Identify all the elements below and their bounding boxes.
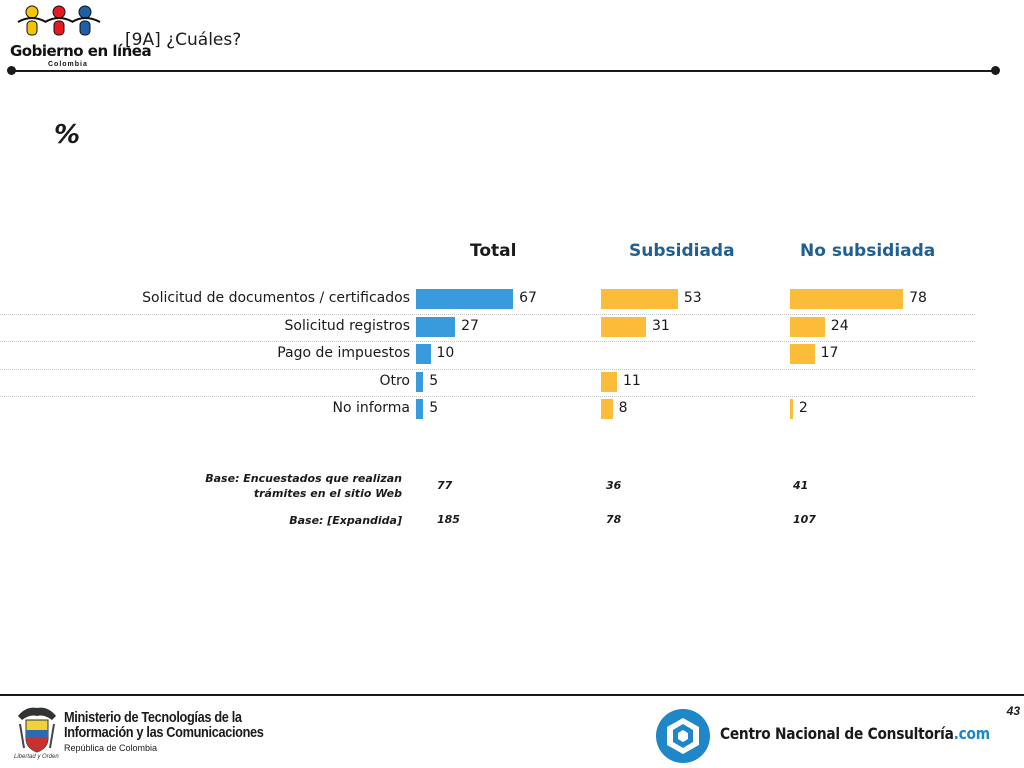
bar	[790, 344, 815, 364]
bar-value-label: 67	[519, 290, 537, 306]
footer-divider	[0, 694, 1024, 696]
bar-value-label: 10	[436, 345, 455, 361]
people-figures-icon	[17, 5, 101, 36]
bar-value-label: 11	[622, 372, 641, 389]
bar	[601, 289, 678, 309]
series-header: Total	[470, 241, 517, 261]
page-number: 43	[1006, 704, 1020, 718]
shield-motto: Libertad y Orden	[14, 754, 59, 760]
bar-value-label: 2	[798, 400, 808, 416]
row-separator	[0, 396, 975, 397]
ministry-country: República de Colombia	[64, 743, 158, 753]
category-label: Solicitud registros	[284, 317, 410, 334]
ministry-line-2: Información y las Comunicaciones	[64, 724, 264, 741]
base-label-line: Base: Encuestados que realizan	[205, 472, 402, 485]
base-label: Base: [Expandida]	[289, 513, 402, 528]
bar-value-label: 27	[461, 317, 479, 334]
rule-end-dot-right	[991, 66, 1000, 75]
category-label: No informa	[332, 400, 410, 416]
cnc-logo-icon	[656, 709, 710, 763]
bar-value-label: 8	[618, 400, 628, 416]
category-label: Otro	[379, 372, 410, 389]
logo-subtext: Colombia	[48, 61, 88, 68]
series-header: No subsidiada	[800, 241, 936, 261]
bar-value-label: 5	[429, 372, 439, 389]
base-value: 78	[606, 513, 622, 526]
header-divider	[10, 70, 996, 72]
bar	[416, 289, 514, 309]
bar	[790, 316, 825, 337]
bar-value-label: 24	[830, 317, 849, 334]
bar	[416, 371, 424, 392]
row-separator	[0, 313, 975, 315]
base-value: 185	[437, 513, 460, 526]
category-label: Pago de impuestos	[277, 345, 410, 361]
cnc-name-suffix: .com	[953, 724, 990, 743]
bar	[601, 371, 617, 392]
base-value: 77	[437, 479, 453, 492]
row-separator	[0, 368, 975, 370]
bar-value-label: 31	[651, 317, 670, 334]
logo-text: Gobierno en línea	[10, 42, 152, 60]
row-separator	[0, 341, 975, 342]
bar-value-label: 78	[909, 290, 927, 306]
base-value: 41	[793, 479, 809, 492]
base-label: Base: Encuestados que realizan trámites e…	[205, 471, 402, 501]
ministry-name: Ministerio de Tecnologías de la Informac…	[64, 710, 264, 740]
bar	[416, 316, 456, 337]
bar	[416, 344, 431, 364]
cnc-name: Centro Nacional de Consultoría.com	[720, 724, 990, 743]
bar	[416, 399, 424, 419]
base-label-line: Base: [Expandida]	[289, 514, 402, 527]
bar-value-label: 53	[683, 290, 702, 306]
cnc-name-main: Centro Nacional de Consultoría	[720, 724, 954, 743]
colombia-coat-of-arms-icon	[18, 707, 56, 753]
category-label: Solicitud de documentos / certificados	[142, 290, 410, 306]
base-value: 36	[606, 479, 622, 492]
ministry-line-1: Ministerio de Tecnologías de la	[64, 709, 242, 726]
base-value: 107	[793, 513, 816, 526]
unit-label: %	[54, 120, 81, 150]
bar	[790, 289, 904, 309]
bar	[601, 399, 613, 419]
series-header: Subsidiada	[629, 241, 735, 261]
slide-title: [9A] ¿Cuáles?	[125, 30, 242, 50]
bar	[790, 399, 793, 419]
bar-value-label: 17	[820, 345, 839, 361]
gobierno-en-linea-logo: Gobierno en línea Colombia	[8, 4, 152, 68]
bar	[601, 316, 646, 337]
bar-value-label: 5	[429, 400, 439, 416]
base-label-line: trámites en el sitio Web	[253, 487, 402, 500]
